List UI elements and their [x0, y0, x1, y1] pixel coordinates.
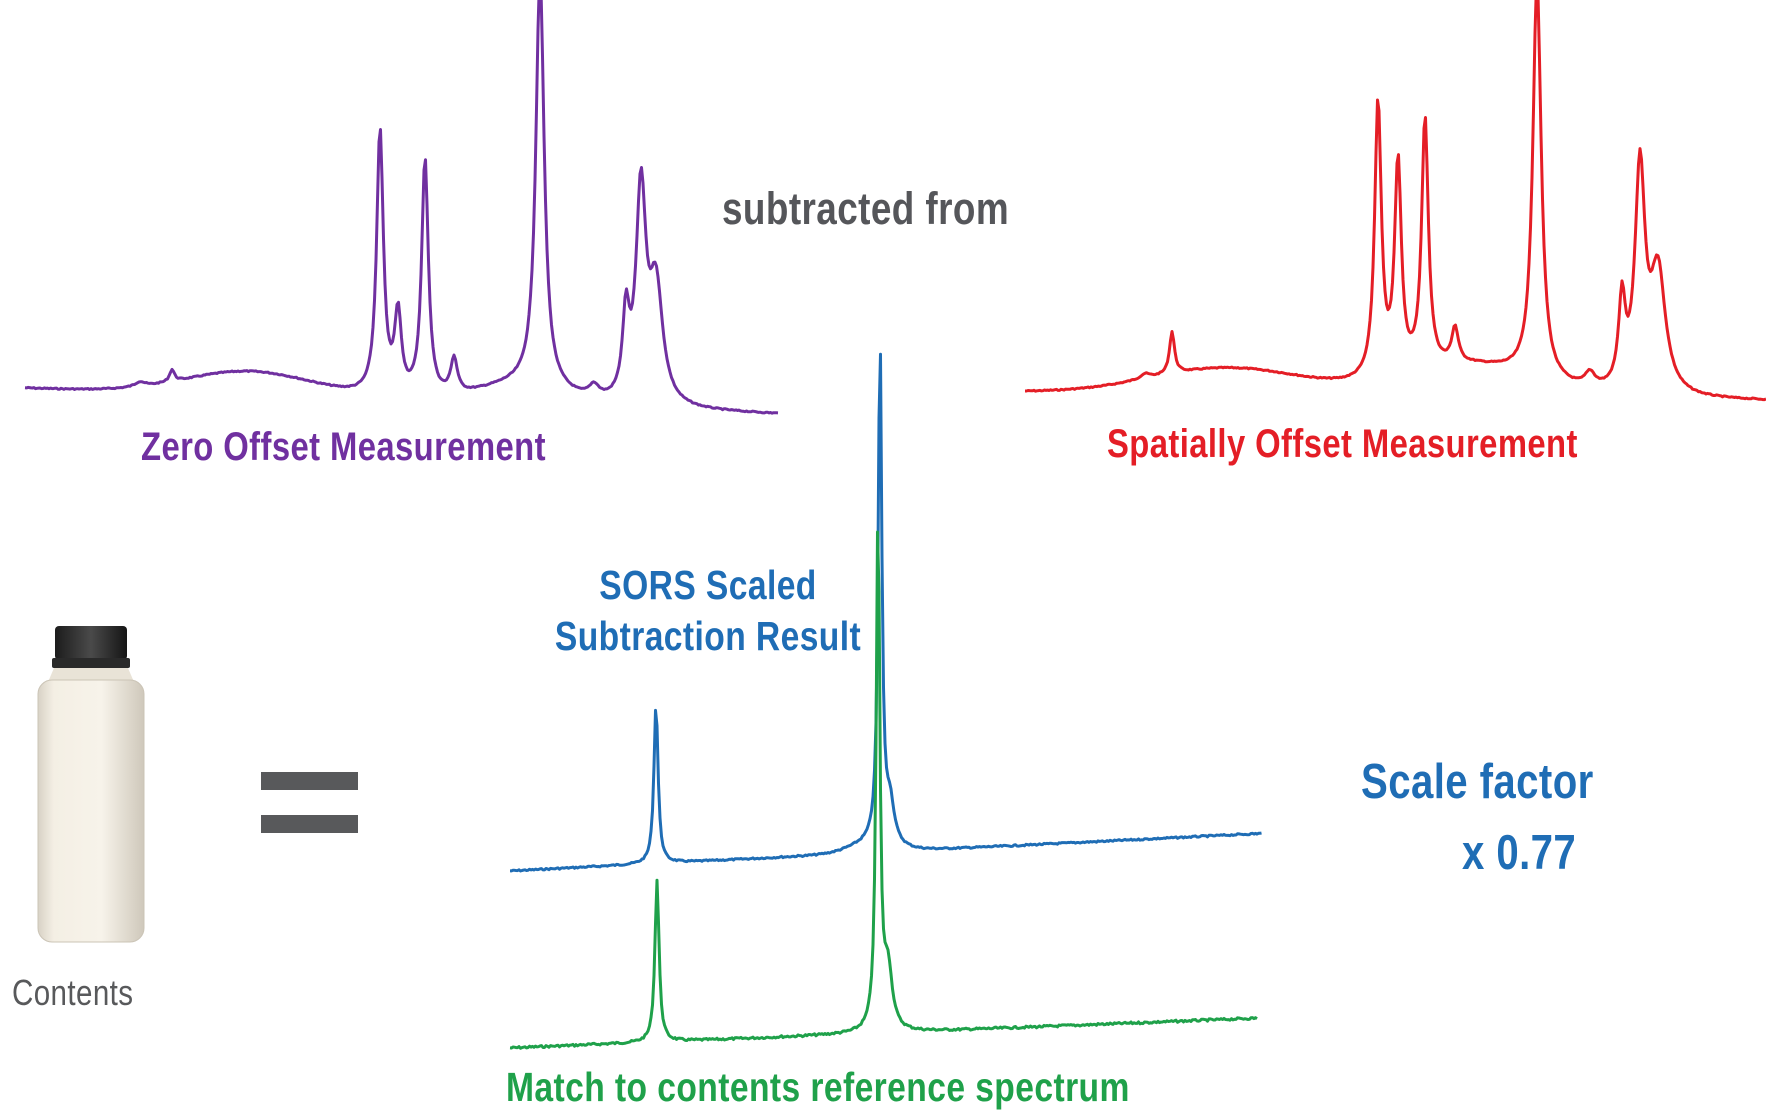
sors-result-label-line2: Subtraction Result: [554, 613, 862, 659]
match-reference-label: Match to contents reference spectrum: [506, 1064, 1130, 1110]
sors-result-label: SORS Scaled Subtraction Result: [508, 560, 908, 662]
spatially-offset-spectrum: [1025, 0, 1766, 402]
sors-result-label-line1: SORS Scaled: [599, 562, 817, 608]
container-bottle-icon: [37, 626, 145, 943]
scale-factor-value: x 0.77: [1462, 826, 1577, 880]
equals-sign-icon: [261, 772, 358, 790]
spatially-offset-label: Spatially Offset Measurement: [1107, 422, 1578, 466]
reference-spectrum: [509, 530, 1258, 1050]
sors-result-spectrum: [510, 352, 1262, 873]
zero-offset-label: Zero Offset Measurement: [141, 425, 546, 469]
equals-sign-icon-bar: [261, 815, 358, 833]
subtracted-from-label: subtracted from: [722, 183, 1010, 234]
scale-factor-label: Scale factor: [1361, 755, 1594, 809]
zero-offset-spectrum: [24, 0, 779, 415]
contents-label: Contents: [12, 972, 134, 1013]
